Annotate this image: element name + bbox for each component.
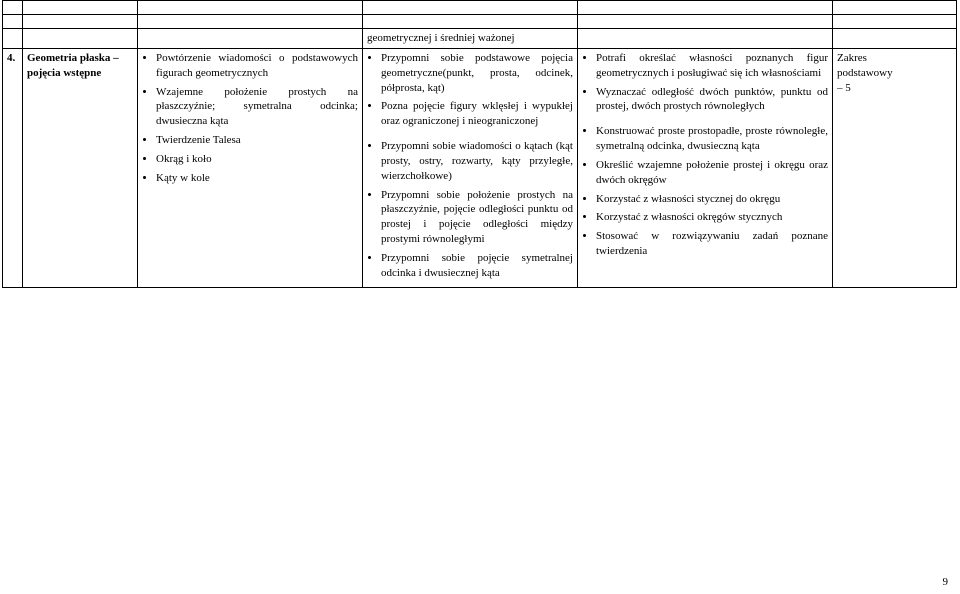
left-item: Powtórzenie wiadomości o podstawowych fi… [156, 51, 358, 81]
scope-line-2: podstawowy [837, 66, 952, 81]
mid-item: Pozna pojęcie figury wklęsłej i wypukłej… [381, 99, 573, 129]
right-list-2: Konstruować proste prostopadłe, proste r… [582, 124, 828, 259]
header-mid-text: geometrycznej i średniej ważonej [363, 29, 578, 49]
header-continuation-row: geometrycznej i średniej ważonej [3, 29, 957, 49]
row-topic-text: Geometria płaska – pojęcia wstępne [27, 52, 119, 79]
scope-line-1: Zakres [837, 51, 952, 66]
left-item: Kąty w kole [156, 171, 358, 186]
left-item: Wzajemne położenie prostych na płaszczyź… [156, 85, 358, 130]
page-number: 9 [943, 576, 949, 588]
right-item: Korzystać z własności okręgów stycznych [596, 210, 828, 225]
mid-item: Przypomni sobie podstawowe pojęcia geome… [381, 51, 573, 96]
row-number: 4. [3, 48, 23, 287]
spacer-row-2 [3, 15, 957, 29]
scope-line-3: – 5 [837, 81, 952, 96]
right-item: Konstruować proste prostopadłe, proste r… [596, 124, 828, 154]
curriculum-table: geometrycznej i średniej ważonej 4. Geom… [2, 0, 957, 288]
left-list: Powtórzenie wiadomości o podstawowych fi… [142, 51, 358, 186]
mid-list: Przypomni sobie podstawowe pojęcia geome… [367, 51, 573, 129]
mid-list-2: Przypomni sobie wiadomości o kątach (kąt… [367, 139, 573, 281]
row-mid-cell: Przypomni sobie podstawowe pojęcia geome… [363, 48, 578, 287]
right-item: Wyznaczać odległość dwóch punktów, punkt… [596, 85, 828, 115]
spacer-row-1 [3, 1, 957, 15]
row-number-text: 4. [7, 52, 15, 64]
row-scope-cell: Zakres podstawowy – 5 [833, 48, 957, 287]
right-item: Stosować w rozwiązywaniu zadań poznane t… [596, 229, 828, 259]
mid-item: Przypomni sobie pojęcie symetralnej odci… [381, 251, 573, 281]
row-topic: Geometria płaska – pojęcia wstępne [23, 48, 138, 287]
mid-item: Przypomni sobie położenie prostych na pł… [381, 188, 573, 247]
right-item: Określić wzajemne położenie prostej i ok… [596, 158, 828, 188]
right-item: Korzystać z własności stycznej do okręgu [596, 192, 828, 207]
content-row: 4. Geometria płaska – pojęcia wstępne Po… [3, 48, 957, 287]
left-item: Okrąg i koło [156, 152, 358, 167]
left-item: Twierdzenie Talesa [156, 133, 358, 148]
mid-item: Przypomni sobie wiadomości o kątach (kąt… [381, 139, 573, 184]
row-left-cell: Powtórzenie wiadomości o podstawowych fi… [138, 48, 363, 287]
row-right-cell: Potrafi określać własności poznanych fig… [578, 48, 833, 287]
right-list: Potrafi określać własności poznanych fig… [582, 51, 828, 114]
right-item: Potrafi określać własności poznanych fig… [596, 51, 828, 81]
